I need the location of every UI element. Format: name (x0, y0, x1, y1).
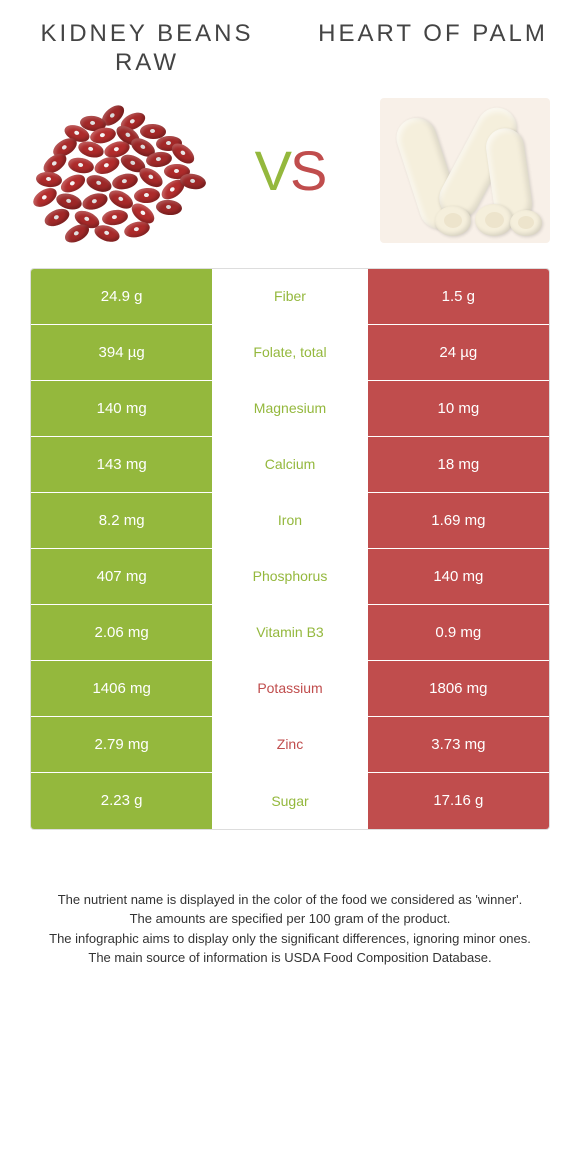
nutrient-label: Zinc (212, 717, 367, 772)
value-left: 2.23 g (31, 773, 212, 829)
value-left: 1406 mg (31, 661, 212, 716)
table-row: 8.2 mgIron1.69 mg (31, 493, 549, 549)
value-left: 407 mg (31, 549, 212, 604)
value-left: 140 mg (31, 381, 212, 436)
vs-label: VS (255, 138, 326, 203)
value-right: 1.5 g (368, 269, 549, 324)
table-row: 140 mgMagnesium10 mg (31, 381, 549, 437)
value-left: 2.79 mg (31, 717, 212, 772)
footer-line: The nutrient name is displayed in the co… (30, 890, 550, 910)
nutrient-label: Fiber (212, 269, 367, 324)
nutrient-label: Vitamin B3 (212, 605, 367, 660)
table-row: 2.79 mgZinc3.73 mg (31, 717, 549, 773)
nutrient-label: Folate, total (212, 325, 367, 380)
images-row: VS (30, 98, 550, 243)
value-right: 3.73 mg (368, 717, 549, 772)
nutrient-label: Iron (212, 493, 367, 548)
value-left: 24.9 g (31, 269, 212, 324)
footer-line: The infographic aims to display only the… (30, 929, 550, 949)
value-left: 2.06 mg (31, 605, 212, 660)
table-row: 2.23 gSugar17.16 g (31, 773, 549, 829)
nutrient-label: Magnesium (212, 381, 367, 436)
value-right: 0.9 mg (368, 605, 549, 660)
table-row: 143 mgCalcium18 mg (31, 437, 549, 493)
value-right: 18 mg (368, 437, 549, 492)
nutrient-label: Phosphorus (212, 549, 367, 604)
vs-s: S (290, 139, 325, 202)
value-left: 8.2 mg (31, 493, 212, 548)
value-right: 17.16 g (368, 773, 549, 829)
value-right: 140 mg (368, 549, 549, 604)
table-row: 24.9 gFiber1.5 g (31, 269, 549, 325)
footer-line: The main source of information is USDA F… (30, 948, 550, 968)
footer-notes: The nutrient name is displayed in the co… (30, 890, 550, 968)
table-row: 407 mgPhosphorus140 mg (31, 549, 549, 605)
header: KIDNEY BEANS RAW HEART OF PALM (30, 20, 550, 78)
nutrient-label: Calcium (212, 437, 367, 492)
value-left: 394 µg (31, 325, 212, 380)
comparison-table: 24.9 gFiber1.5 g394 µgFolate, total24 µg… (30, 268, 550, 830)
value-right: 1806 mg (368, 661, 549, 716)
value-right: 1.69 mg (368, 493, 549, 548)
nutrient-label: Sugar (212, 773, 367, 829)
value-right: 24 µg (368, 325, 549, 380)
nutrient-label: Potassium (212, 661, 367, 716)
footer-line: The amounts are specified per 100 gram o… (30, 909, 550, 929)
vs-v: V (255, 139, 290, 202)
kidney-beans-icon (30, 98, 200, 243)
value-left: 143 mg (31, 437, 212, 492)
value-right: 10 mg (368, 381, 549, 436)
heart-of-palm-icon (380, 98, 550, 243)
food-left-title: KIDNEY BEANS RAW (30, 20, 264, 78)
table-row: 1406 mgPotassium1806 mg (31, 661, 549, 717)
food-right-title: HEART OF PALM (316, 20, 550, 78)
table-row: 394 µgFolate, total24 µg (31, 325, 549, 381)
table-row: 2.06 mgVitamin B30.9 mg (31, 605, 549, 661)
